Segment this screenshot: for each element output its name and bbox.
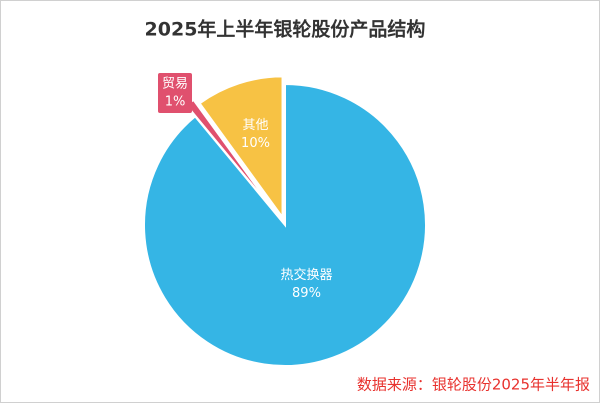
slice-label: 其他 [243, 118, 269, 133]
value-label: 1% [165, 95, 186, 110]
chart-title: 2025年上半年银轮股份产品结构 [145, 18, 426, 41]
label-box [158, 73, 192, 113]
slice-label: 热交换器 [280, 267, 332, 283]
value-label: 89% [292, 286, 321, 301]
value-label: 10% [241, 136, 270, 151]
pie-slice [143, 82, 427, 367]
pie-slice [198, 75, 284, 221]
slice-label: 贸易 [162, 77, 188, 92]
source-note: 数据来源：银轮股份2025年半年报 [357, 376, 590, 394]
